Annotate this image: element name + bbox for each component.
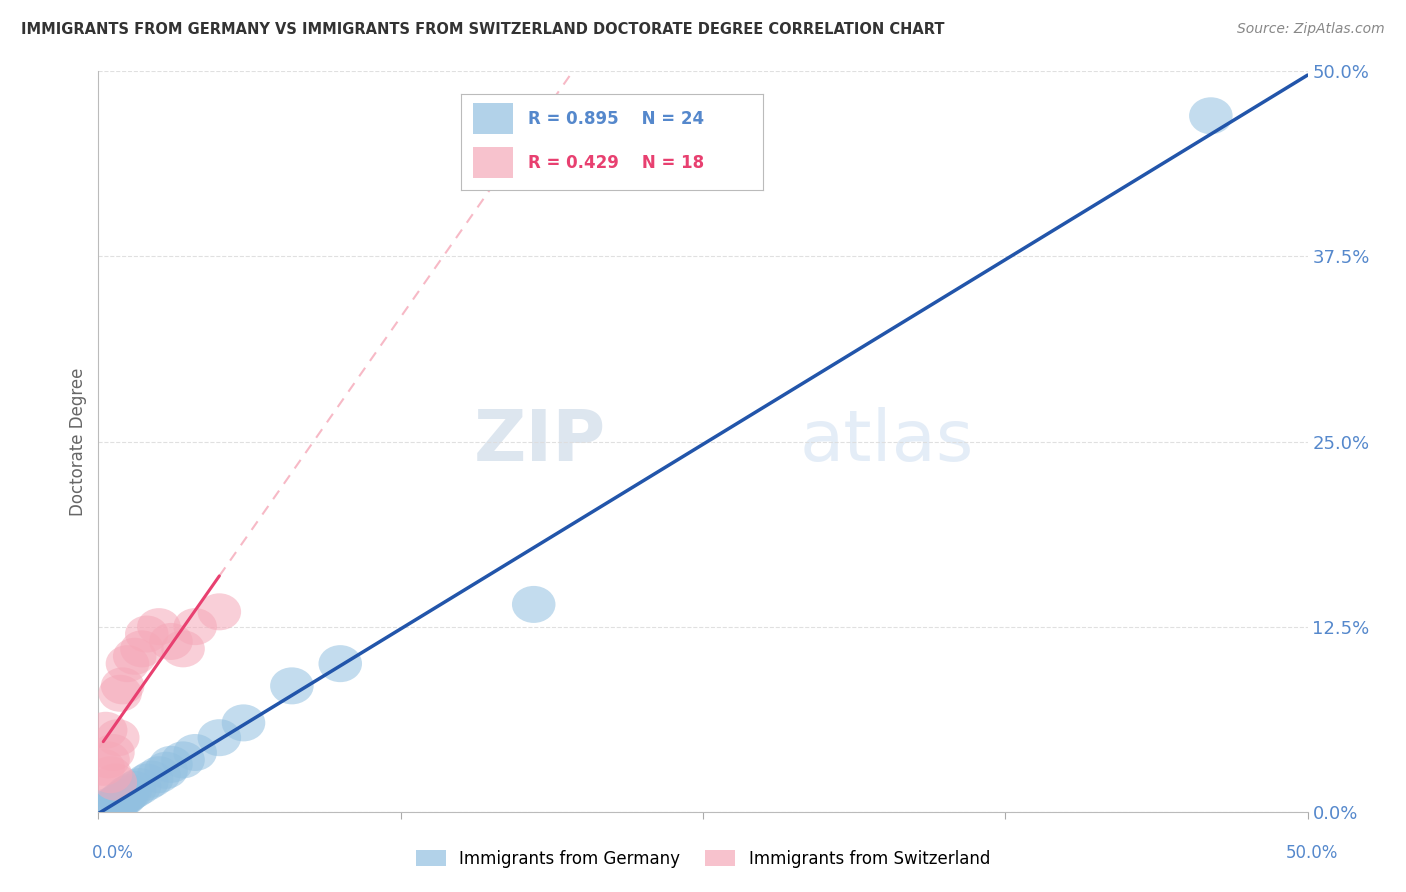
Ellipse shape <box>101 780 145 817</box>
Ellipse shape <box>105 645 149 682</box>
Ellipse shape <box>222 705 266 741</box>
Ellipse shape <box>118 768 162 805</box>
Ellipse shape <box>94 786 138 822</box>
Text: ZIP: ZIP <box>474 407 606 476</box>
Ellipse shape <box>198 719 240 756</box>
Ellipse shape <box>319 645 361 682</box>
Text: IMMIGRANTS FROM GERMANY VS IMMIGRANTS FROM SWITZERLAND DOCTORATE DEGREE CORRELAT: IMMIGRANTS FROM GERMANY VS IMMIGRANTS FR… <box>21 22 945 37</box>
Ellipse shape <box>96 784 139 822</box>
Ellipse shape <box>98 674 142 712</box>
Ellipse shape <box>112 771 156 808</box>
Ellipse shape <box>125 615 169 653</box>
Ellipse shape <box>84 712 128 748</box>
Ellipse shape <box>129 761 173 797</box>
Ellipse shape <box>91 734 135 771</box>
Text: atlas: atlas <box>800 407 974 476</box>
Ellipse shape <box>89 788 132 824</box>
Ellipse shape <box>149 623 193 660</box>
Ellipse shape <box>198 593 240 631</box>
Ellipse shape <box>89 756 132 793</box>
Ellipse shape <box>98 781 142 818</box>
Ellipse shape <box>149 746 193 783</box>
Text: 50.0%: 50.0% <box>1286 844 1339 862</box>
Ellipse shape <box>103 779 146 815</box>
Ellipse shape <box>105 775 149 813</box>
Ellipse shape <box>162 741 205 779</box>
Ellipse shape <box>173 734 217 771</box>
Ellipse shape <box>162 631 205 667</box>
Ellipse shape <box>108 774 152 811</box>
Legend: Immigrants from Germany, Immigrants from Switzerland: Immigrants from Germany, Immigrants from… <box>409 844 997 875</box>
Ellipse shape <box>82 748 125 786</box>
Text: Source: ZipAtlas.com: Source: ZipAtlas.com <box>1237 22 1385 37</box>
Y-axis label: Doctorate Degree: Doctorate Degree <box>69 368 87 516</box>
Ellipse shape <box>145 752 188 789</box>
Ellipse shape <box>101 667 145 705</box>
Ellipse shape <box>270 667 314 705</box>
Ellipse shape <box>120 631 163 667</box>
Ellipse shape <box>84 790 128 827</box>
Ellipse shape <box>125 764 169 801</box>
Ellipse shape <box>94 764 138 801</box>
Ellipse shape <box>96 719 139 756</box>
Ellipse shape <box>112 638 156 674</box>
Ellipse shape <box>1189 97 1233 135</box>
Ellipse shape <box>138 608 180 645</box>
Ellipse shape <box>86 741 129 779</box>
Ellipse shape <box>512 586 555 623</box>
Ellipse shape <box>138 756 180 793</box>
Text: 0.0%: 0.0% <box>91 844 134 862</box>
Ellipse shape <box>173 608 217 645</box>
